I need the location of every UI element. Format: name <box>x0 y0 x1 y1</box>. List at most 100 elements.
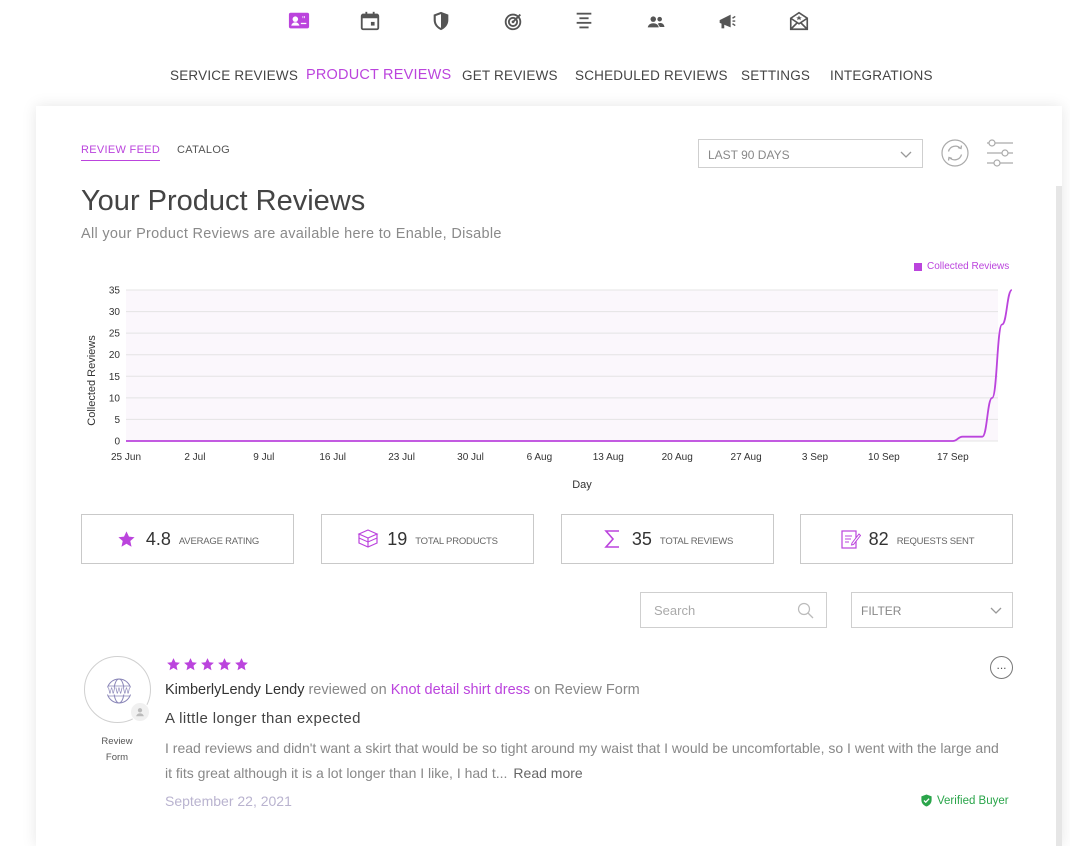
refresh-button[interactable] <box>940 138 970 168</box>
top-icon-bar: " <box>0 8 1070 38</box>
stat-value: 35 <box>631 528 652 549</box>
nav-settings[interactable]: SETTINGS <box>741 68 811 83</box>
y-tick-label: 35 <box>109 286 121 297</box>
page-title: Your Product Reviews <box>81 185 366 217</box>
y-tick-label: 15 <box>109 372 121 383</box>
review-title: A little longer than expected <box>165 710 361 727</box>
star-icon <box>116 528 138 550</box>
stat-requests-sent: 82 REQUESTS SENT <box>800 514 1013 564</box>
chart-legend[interactable]: Collected Reviews <box>914 261 1009 272</box>
scrollbar[interactable] <box>1056 186 1062 846</box>
stat-total-products: 19 TOTAL PRODUCTS <box>321 514 534 564</box>
x-tick-label: 27 Aug <box>731 452 762 463</box>
product-link[interactable]: Knot detail shirt dress <box>390 682 531 698</box>
nav-scheduled-reviews[interactable]: SCHEDULED REVIEWS <box>575 68 728 83</box>
chart-svg: 0 5 10 15 20 25 30 35 25 Jun 2 Jul 9 Jul 16 Jul 23 J… <box>86 286 1013 491</box>
reviews-icon[interactable]: " <box>285 8 313 34</box>
x-tick-label: 23 Jul <box>388 452 415 463</box>
box-icon <box>357 528 379 550</box>
read-more-link[interactable]: Read more <box>513 765 583 781</box>
star-icon <box>184 658 197 671</box>
main-nav: SERVICE REVIEWS PRODUCT REVIEWS GET REVI… <box>0 67 1070 88</box>
verified-label: Verified Buyer <box>937 794 1009 807</box>
review-source-label: Review Form <box>101 736 133 763</box>
x-tick-label: 20 Aug <box>662 452 693 463</box>
y-tick-label: 10 <box>109 393 121 404</box>
x-tick-label: 10 Sep <box>868 452 900 463</box>
nav-integrations[interactable]: INTEGRATIONS <box>830 68 933 83</box>
x-tick-label: 2 Jul <box>184 452 205 463</box>
x-tick-label: 30 Jul <box>457 452 484 463</box>
y-tick-label: 0 <box>114 437 120 448</box>
reviews-chart: 0 5 10 15 20 25 30 35 25 Jun 2 Jul 9 Jul 16 Jul 23 J… <box>80 280 1020 495</box>
filter-label: FILTER <box>861 604 902 618</box>
search-placeholder: Search <box>654 603 696 618</box>
x-tick-label: 25 Jun <box>111 452 141 463</box>
stat-average-rating: 4.8 AVERAGE RATING <box>81 514 294 564</box>
review-date: September 22, 2021 <box>165 793 292 809</box>
legend-label: Collected Reviews <box>927 261 1010 272</box>
shield-check-icon <box>921 794 932 807</box>
x-tick-label: 16 Jul <box>319 452 346 463</box>
x-tick-label: 13 Aug <box>593 452 624 463</box>
tab-catalog[interactable]: CATALOG <box>177 144 231 156</box>
align-center-icon[interactable] <box>570 8 598 34</box>
svg-text:": " <box>302 14 306 24</box>
nav-get-reviews[interactable]: GET REVIEWS <box>462 68 558 83</box>
globe-icon: WWW <box>106 678 132 704</box>
plot-area <box>126 290 998 441</box>
page-subtitle: All your Product Reviews are available h… <box>81 226 502 242</box>
target-icon[interactable] <box>499 8 527 34</box>
stat-value: 82 <box>868 528 889 549</box>
users-icon[interactable] <box>642 8 670 34</box>
x-tick-label: 6 Aug <box>527 452 553 463</box>
calendar-icon[interactable] <box>356 8 384 34</box>
stat-label: AVERAGE RATING <box>178 536 260 547</box>
y-axis-title: Collected Reviews <box>86 335 98 426</box>
date-range-select[interactable]: LAST 90 DAYS <box>698 139 923 168</box>
chevron-down-icon <box>900 151 912 158</box>
sigma-icon <box>602 528 624 550</box>
review-body: I read reviews and didn't want a skirt t… <box>165 736 1005 786</box>
nav-service-reviews[interactable]: SERVICE REVIEWS <box>170 68 299 83</box>
review-meta: KimberlyLendy Lendy reviewed on Knot det… <box>165 682 640 698</box>
chart-settings-button[interactable] <box>985 138 1015 168</box>
tab-review-feed[interactable]: REVIEW FEED <box>81 144 161 161</box>
shield-icon[interactable] <box>427 8 455 34</box>
megaphone-icon[interactable] <box>713 8 741 34</box>
series-line <box>126 289 1013 442</box>
sliders-icon <box>987 139 1013 167</box>
avatar: WWW <box>84 656 151 723</box>
stat-value: 4.8 <box>145 528 171 549</box>
filter-select[interactable]: FILTER <box>851 592 1013 628</box>
mail-icon[interactable] <box>785 8 813 34</box>
legend-swatch <box>914 262 922 271</box>
date-range-value: LAST 90 DAYS <box>708 148 790 162</box>
review-text: I read reviews and didn't want a skirt t… <box>165 740 999 781</box>
y-tick-label: 30 <box>109 307 121 318</box>
chevron-down-icon <box>990 607 1002 614</box>
stat-label: TOTAL REVIEWS <box>659 536 734 547</box>
y-tick-label: 20 <box>109 350 121 361</box>
y-tick-label: 25 <box>109 329 121 340</box>
ellipsis-icon: ... <box>996 657 1007 672</box>
request-icon <box>839 528 861 550</box>
star-rating <box>166 657 249 672</box>
x-tick-label: 9 Jul <box>253 452 274 463</box>
search-icon <box>797 602 814 619</box>
svg-text:WWW: WWW <box>108 687 131 696</box>
star-icon <box>201 658 214 671</box>
refresh-icon <box>941 139 969 167</box>
stat-label: TOTAL PRODUCTS <box>415 536 498 547</box>
y-tick-label: 5 <box>114 415 120 426</box>
nav-product-reviews[interactable]: PRODUCT REVIEWS <box>306 67 452 83</box>
review-source-text: on Review Form <box>530 682 640 698</box>
search-input[interactable]: Search <box>640 592 827 628</box>
content-card <box>36 106 1062 846</box>
more-options-button[interactable]: ... <box>990 656 1013 679</box>
verified-badge: Verified Buyer <box>920 794 1009 807</box>
star-icon <box>218 658 231 671</box>
user-mini-icon <box>130 702 150 722</box>
stat-total-reviews: 35 TOTAL REVIEWS <box>561 514 774 564</box>
reviewed-on-text: reviewed on <box>304 682 391 698</box>
